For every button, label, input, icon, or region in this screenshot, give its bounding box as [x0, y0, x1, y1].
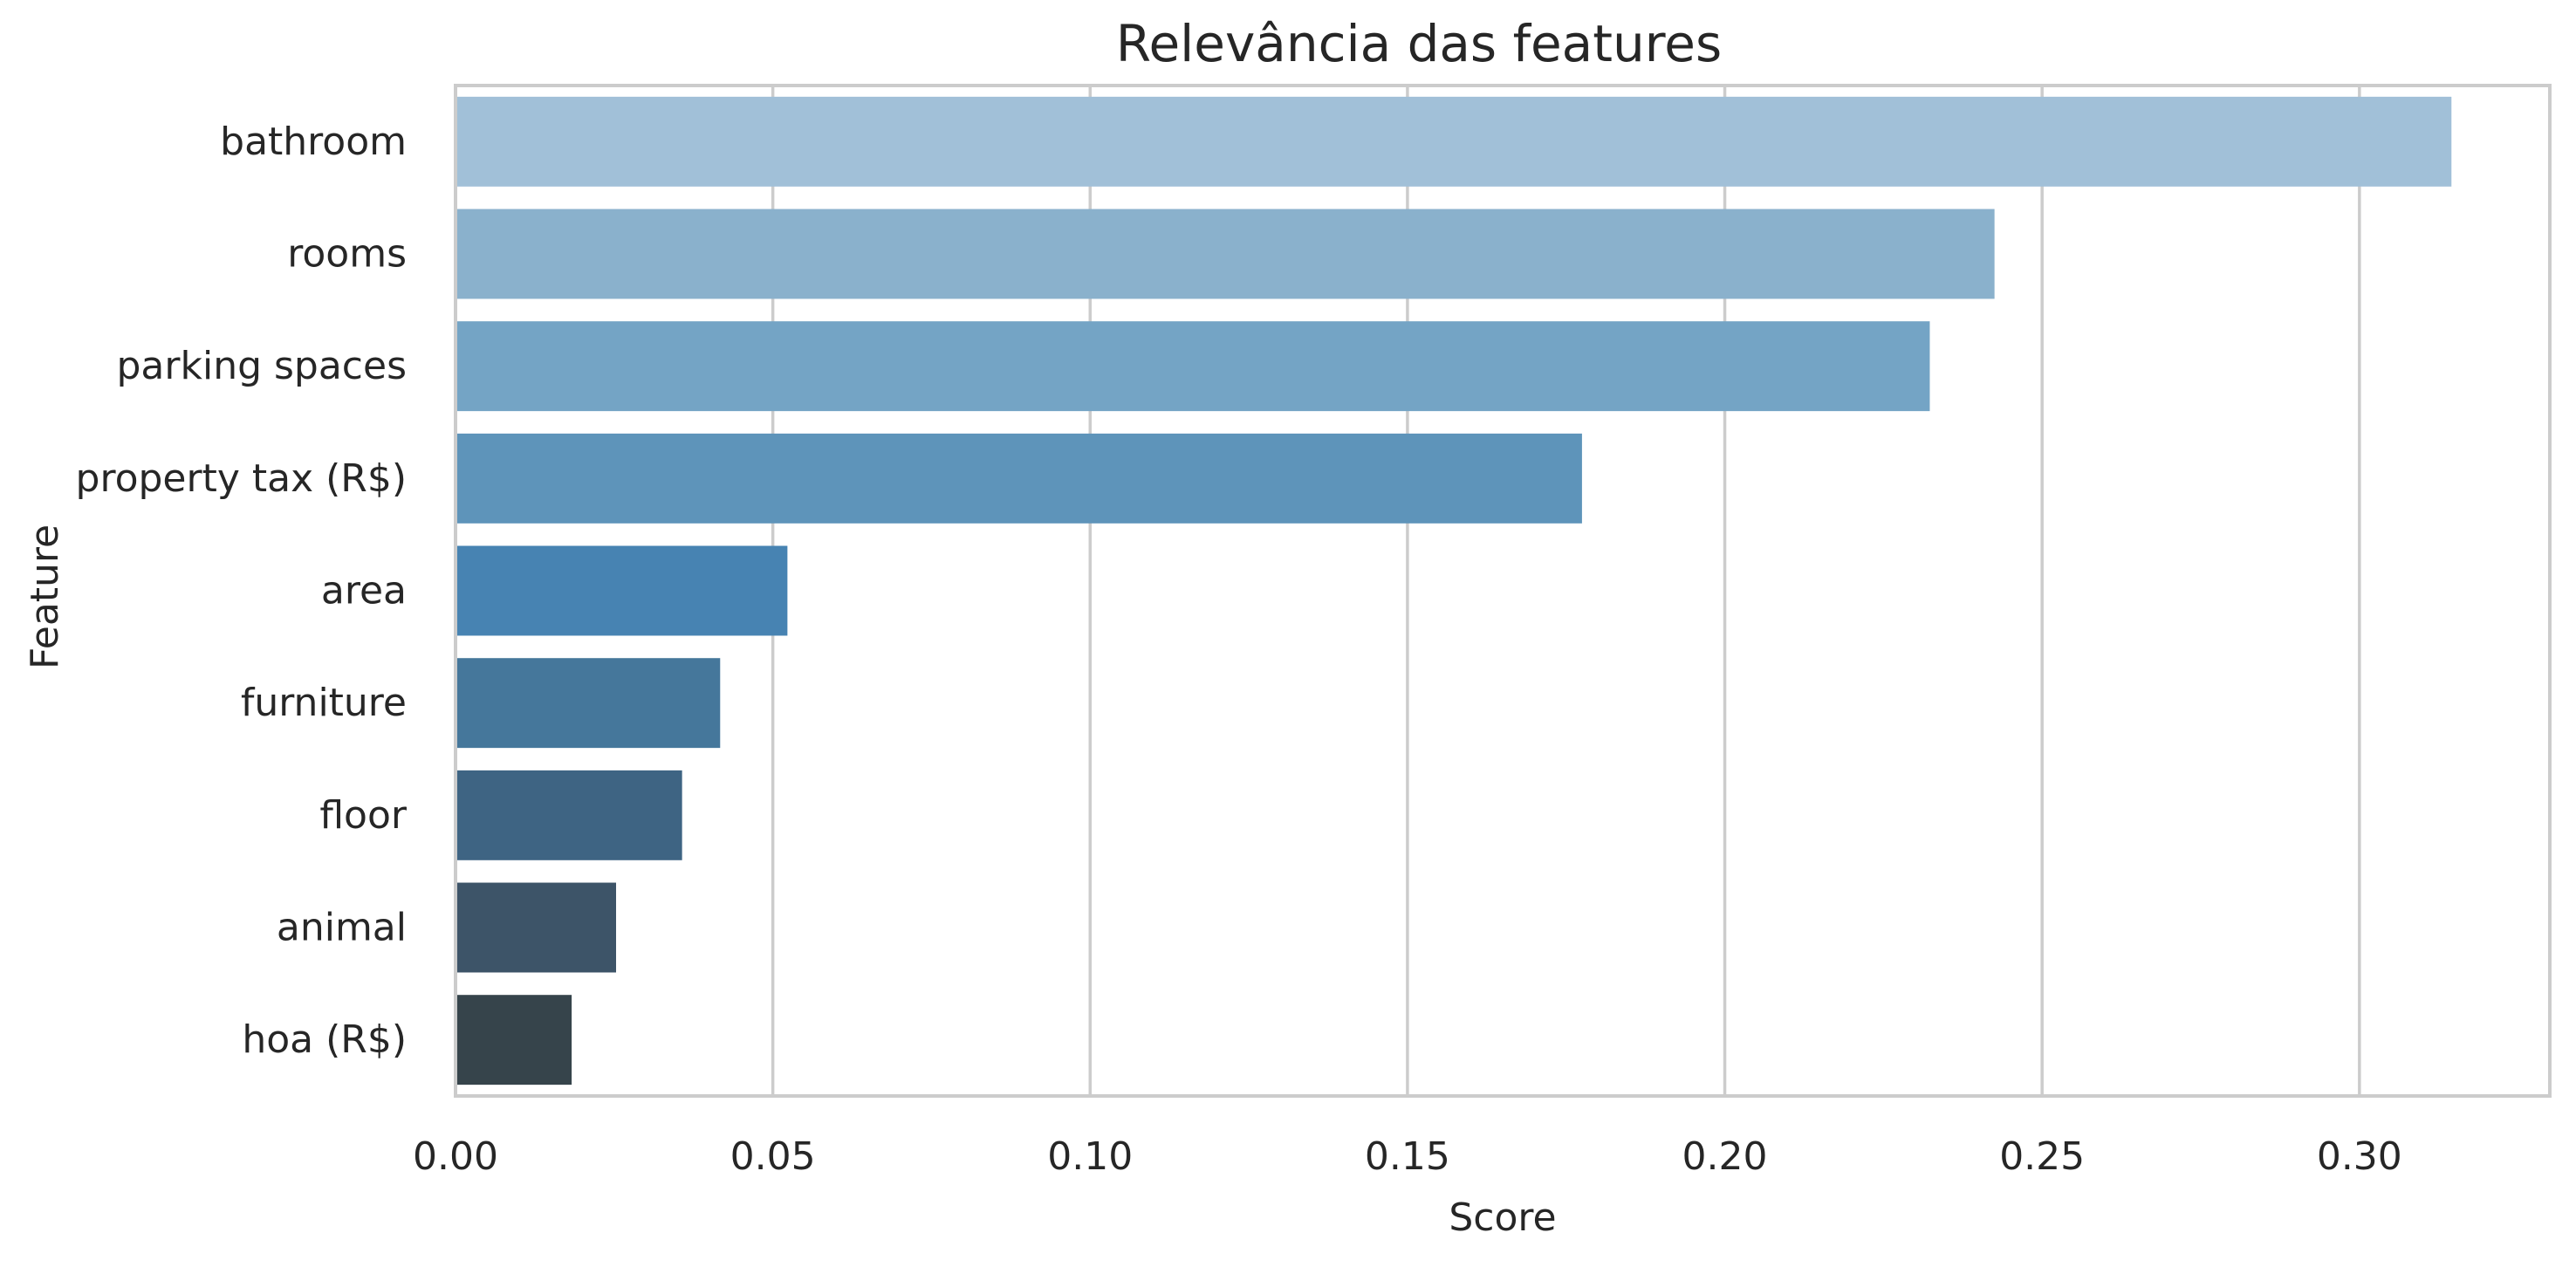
bar [456, 96, 2452, 187]
bar [456, 770, 682, 860]
bar [456, 545, 788, 636]
x-axis-label: Score [1449, 1195, 1556, 1240]
y-tick-label: floor [319, 793, 408, 838]
bar [456, 882, 616, 973]
y-tick-label: rooms [287, 232, 407, 277]
y-tick-labels: bathroom rooms parking spaces property tax … [76, 120, 408, 1062]
plot-frame [454, 84, 2552, 1098]
y-tick-label: bathroom [220, 120, 407, 164]
y-tick-label: parking spaces [117, 344, 408, 388]
x-tick-label: 0.20 [1682, 1134, 1768, 1179]
x-tick-label: 0.25 [1999, 1134, 2085, 1179]
y-tick-label: animal [277, 906, 407, 950]
y-tick-label: area [321, 569, 407, 613]
x-tick-label: 0.10 [1047, 1134, 1133, 1179]
y-tick-label: property tax (R$) [76, 456, 407, 501]
x-tick-label: 0.00 [413, 1134, 498, 1179]
y-tick-label: furniture [241, 681, 407, 725]
y-tick-label: hoa (R$) [242, 1017, 407, 1062]
bar [456, 433, 1582, 524]
x-tick-label: 0.30 [2317, 1134, 2402, 1179]
bar [456, 995, 572, 1086]
bar [456, 321, 1930, 412]
x-tick-label: 0.05 [730, 1134, 816, 1179]
bars [456, 96, 2452, 1086]
x-tick-labels: 0.00 0.05 0.10 0.15 0.20 0.25 0.30 [413, 1134, 2402, 1179]
bar [456, 209, 1995, 299]
x-tick-label: 0.15 [1365, 1134, 1450, 1179]
bar [456, 658, 721, 749]
y-axis-label: Feature [23, 524, 67, 669]
chart-title: Relevância das features [1116, 14, 1722, 73]
